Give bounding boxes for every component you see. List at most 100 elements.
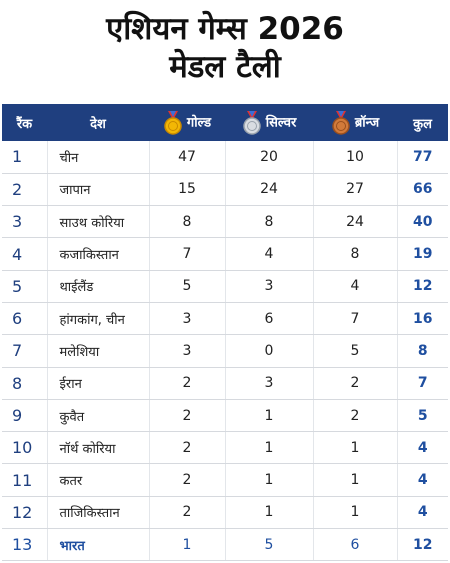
column-header: ब्रॉन्ज (313, 104, 397, 141)
table-cell: 6 (2, 302, 48, 336)
table-cell: 2 (2, 173, 48, 207)
column-header: कुल (397, 104, 448, 141)
table-cell: 5 (2, 270, 48, 303)
table-cell: 4 (225, 237, 314, 271)
table-cell: 10 (313, 141, 398, 174)
table-cell: 15 (149, 173, 226, 207)
table-row: 7 मलेशिया 3 0 5 8 (2, 334, 448, 368)
table-cell: 4 (397, 431, 448, 465)
table-row: 6 हांगकांग, चीन 3 6 7 16 (2, 302, 448, 336)
table-cell: 8 (2, 367, 48, 400)
table-cell: 8 (397, 334, 448, 368)
table-row: 11 कतर 2 1 1 4 (2, 463, 448, 497)
table-cell: 66 (397, 173, 448, 207)
table-cell: साउथ कोरिया (47, 205, 150, 239)
table-row: 4 कजाकिस्तान 7 4 8 19 (2, 237, 448, 271)
table-cell: 1 (225, 431, 314, 465)
table-cell: 24 (225, 173, 314, 207)
table-cell: 1 (313, 496, 398, 530)
table-cell: ताजिकिस्तान (47, 496, 150, 530)
table-cell: ईरान (47, 367, 150, 400)
table-row: 2 जापान 15 24 27 66 (2, 173, 448, 207)
table-cell: 47 (149, 141, 226, 174)
table-cell: 8 (313, 237, 398, 271)
column-label: गोल्ड (186, 115, 212, 130)
table-cell: 5 (313, 334, 398, 368)
table-cell: नॉर्थ कोरिया (47, 431, 150, 465)
table-cell: 3 (225, 270, 314, 303)
table-cell: थाईलैंड (47, 270, 150, 303)
title-line: मेडल टैली (169, 49, 281, 85)
table-cell: 4 (397, 463, 448, 497)
medal-icon (242, 110, 261, 135)
table-cell: 1 (313, 431, 398, 465)
table-cell: 1 (149, 528, 226, 562)
table-cell: 24 (313, 205, 398, 239)
table-cell: 40 (397, 205, 448, 239)
table-cell: चीन (47, 141, 150, 174)
table-row: 12 ताजिकिस्तान 2 1 1 4 (2, 496, 448, 530)
column-header: सिल्वर (225, 104, 313, 141)
table-cell: 7 (149, 237, 226, 271)
table-row: 5 थाईलैंड 5 3 4 12 (2, 270, 448, 303)
table-row: 3 साउथ कोरिया 8 8 24 40 (2, 205, 448, 239)
table-cell: 6 (225, 302, 314, 336)
table-cell: 1 (225, 496, 314, 530)
table-cell: 20 (225, 141, 314, 174)
table-cell: 13 (2, 528, 48, 562)
table-cell: 3 (149, 334, 226, 368)
table-cell: 0 (225, 334, 314, 368)
table-cell: 4 (397, 496, 448, 530)
medal-table: रैंक देश गोल्ड सिल्वर ब्रॉन्ज कुल 1 चीन 47 20 10 7… (2, 104, 448, 562)
table-cell: 7 (397, 367, 448, 400)
table-cell: 1 (313, 463, 398, 497)
title-block: एशियन गेम्स 2026 मेडल टैली (0, 0, 450, 104)
table-cell: 1 (2, 141, 48, 174)
table-cell: 19 (397, 237, 448, 271)
column-label: रैंक (16, 116, 33, 132)
medal-icon (332, 110, 350, 135)
table-cell: कजाकिस्तान (47, 237, 150, 271)
table-cell: 2 (313, 367, 398, 400)
column-header: रैंक (2, 104, 47, 141)
table-cell: जापान (47, 173, 150, 207)
table-cell: 6 (313, 528, 398, 562)
table-cell: 12 (2, 496, 48, 530)
table-cell: 7 (2, 334, 48, 368)
table-cell: 5 (149, 270, 226, 303)
table-row: 13 भारत 1 5 6 12 (2, 528, 448, 562)
table-cell: 11 (2, 463, 48, 497)
title-line: एशियन गेम्स 2026 (106, 11, 344, 47)
table-cell: 16 (397, 302, 448, 336)
table-cell: 2 (149, 399, 226, 433)
table-cell: 3 (2, 205, 48, 239)
table-cell: कतर (47, 463, 150, 497)
table-cell: 9 (2, 399, 48, 433)
table-cell: 2 (149, 496, 226, 530)
table-cell: 27 (313, 173, 398, 207)
table-cell: 2 (149, 463, 226, 497)
table-cell: 3 (225, 367, 314, 400)
column-label: कुल (413, 116, 432, 132)
table-cell: 2 (149, 431, 226, 465)
column-label: ब्रॉन्ज (354, 115, 380, 130)
table-cell: 2 (313, 399, 398, 433)
table-cell: 1 (225, 463, 314, 497)
column-header: देश (47, 104, 149, 141)
table-cell: कुवैत (47, 399, 150, 433)
table-cell: 12 (397, 270, 448, 303)
column-header: गोल्ड (149, 104, 225, 141)
table-cell: 2 (149, 367, 226, 400)
table-cell: 8 (149, 205, 226, 239)
column-label: देश (90, 116, 106, 132)
table-row: 8 ईरान 2 3 2 7 (2, 367, 448, 400)
table-header: रैंक देश गोल्ड सिल्वर ब्रॉन्ज कुल (2, 104, 448, 141)
table-cell: 4 (313, 270, 398, 303)
table-row: 10 नॉर्थ कोरिया 2 1 1 4 (2, 431, 448, 465)
table-cell: 3 (149, 302, 226, 336)
table-cell: 10 (2, 431, 48, 465)
table-cell: हांगकांग, चीन (47, 302, 150, 336)
table-cell: 5 (225, 528, 314, 562)
table-cell: 1 (225, 399, 314, 433)
table-cell: 77 (397, 141, 448, 174)
